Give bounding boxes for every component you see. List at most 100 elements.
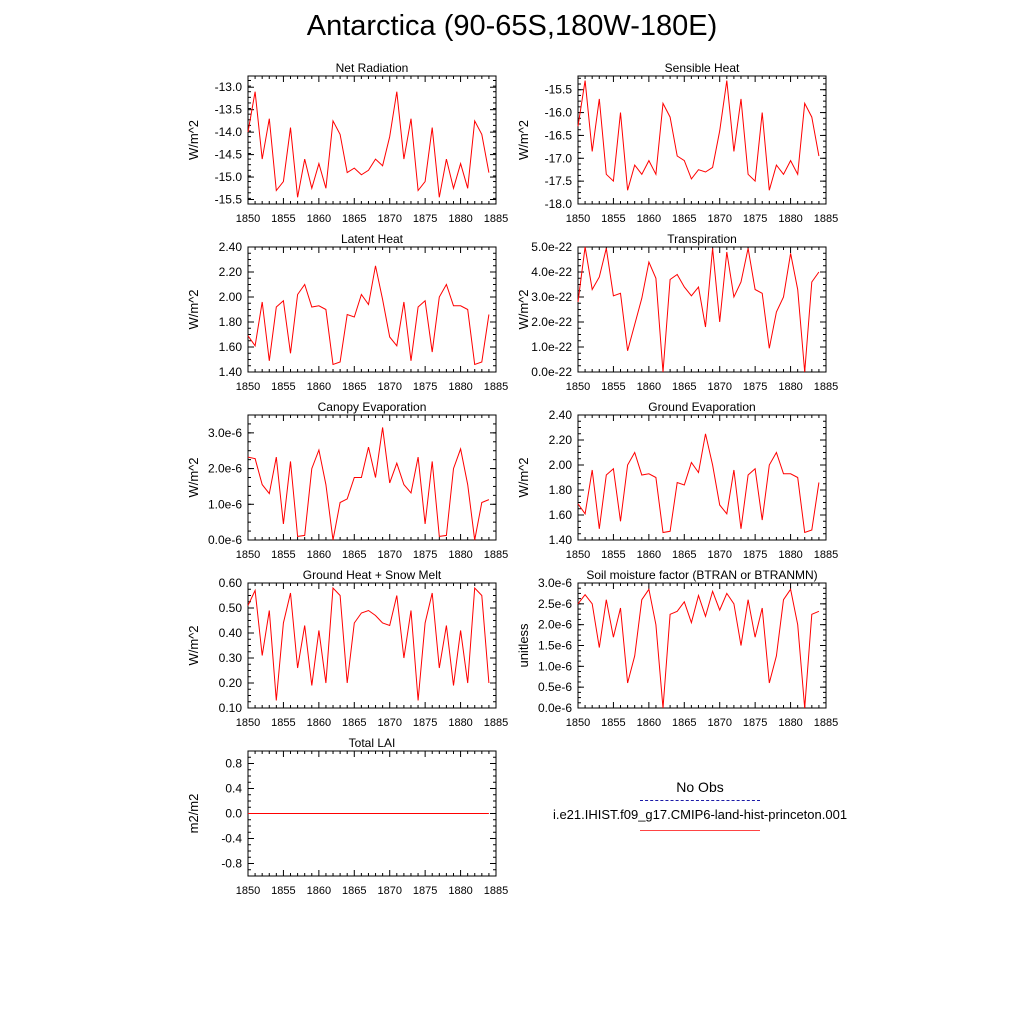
x-tick-label: 1860 [307, 213, 331, 225]
x-tick-label: 1875 [743, 213, 767, 225]
x-tick-label: 1850 [236, 381, 260, 393]
x-tick-label: 1865 [342, 381, 366, 393]
y-axis-label: m2/m2 [186, 794, 201, 834]
legend-model-label: i.e21.IHIST.f09_g17.CMIP6-land-hist-prin… [552, 807, 848, 822]
x-tick-label: 1880 [778, 381, 802, 393]
chart-title: Canopy Evaporation [318, 400, 427, 414]
x-tick-label: 1855 [601, 717, 625, 729]
y-tick-label: 2.0e-6 [538, 618, 572, 632]
y-tick-label: 0.60 [219, 576, 243, 590]
chart-title: Transpiration [667, 232, 737, 246]
x-tick-label: 1870 [377, 885, 401, 897]
y-tick-label: -18.0 [545, 197, 573, 211]
x-tick-label: 1855 [271, 885, 295, 897]
y-axis-label: W/m^2 [186, 289, 201, 329]
x-tick-label: 1860 [637, 381, 661, 393]
plot-frame [577, 75, 827, 205]
y-tick-label: -0.8 [221, 857, 242, 871]
plot-frame [247, 414, 497, 541]
x-tick-label: 1865 [342, 213, 366, 225]
x-tick-label: 1865 [672, 213, 696, 225]
y-tick-label: 2.00 [219, 290, 243, 304]
chart-title: Sensible Heat [665, 61, 740, 75]
series-line [247, 586, 490, 701]
x-tick-label: 1885 [484, 213, 508, 225]
y-axis-label: W/m^2 [186, 120, 201, 160]
x-tick-label: 1865 [672, 549, 696, 561]
y-tick-label: 0.10 [219, 701, 243, 715]
chart-panel: Soil moisture factor (BTRAN or BTRANMN) u… [516, 568, 838, 729]
y-tick-label: 0.30 [219, 651, 243, 665]
y-tick-label: 0.20 [219, 676, 243, 690]
y-tick-label: 2.40 [549, 408, 573, 422]
y-axis-label: unitless [516, 623, 531, 668]
x-tick-label: 1865 [672, 381, 696, 393]
chart-panel: Sensible Heat W/m^2 1850 1855 1860 1865 1870 18… [516, 61, 838, 225]
y-tick-label: 1.40 [549, 533, 573, 547]
plot-frame [247, 246, 497, 373]
y-tick-label: 2.00 [549, 458, 573, 472]
x-tick-label: 1865 [672, 717, 696, 729]
chart-panel: Ground Heat + Snow Melt W/m^2 1850 1855 1860… [186, 568, 508, 729]
x-tick-label: 1885 [484, 381, 508, 393]
chart-panel: Transpiration W/m^2 1850 1855 1860 1865 1870 18… [516, 232, 838, 393]
y-tick-label: 2.20 [219, 265, 243, 279]
x-tick-label: 1875 [743, 549, 767, 561]
x-tick-label: 1875 [743, 381, 767, 393]
y-axis-label: W/m^2 [186, 457, 201, 497]
y-tick-label: 0.0e-22 [531, 365, 572, 379]
legend-model-line [640, 830, 760, 831]
x-tick-label: 1850 [236, 717, 260, 729]
x-tick-label: 1870 [377, 549, 401, 561]
y-tick-label: 0.0e-6 [538, 701, 572, 715]
series-line [577, 433, 820, 534]
y-tick-label: -17.0 [545, 151, 573, 165]
y-tick-label: 1.0e-22 [531, 340, 572, 354]
legend-obs-label: No Obs [676, 779, 724, 795]
x-tick-label: 1860 [307, 549, 331, 561]
y-axis-label: W/m^2 [186, 625, 201, 665]
chart-panel: Canopy Evaporation W/m^2 1850 1855 1860 1865 1… [186, 400, 508, 561]
y-tick-label: 1.60 [219, 340, 243, 354]
x-tick-label: 1870 [377, 213, 401, 225]
series-line [577, 80, 820, 191]
x-tick-label: 1850 [236, 213, 260, 225]
y-tick-label: -13.0 [215, 80, 243, 94]
y-tick-label: 0.8 [225, 757, 242, 771]
y-tick-label: -15.5 [545, 83, 573, 97]
x-tick-label: 1880 [448, 549, 472, 561]
x-tick-label: 1870 [707, 213, 731, 225]
y-tick-label: 0.0 [225, 807, 242, 821]
y-tick-label: -15.5 [215, 193, 243, 207]
y-tick-label: 0.0e-6 [208, 533, 242, 547]
x-tick-label: 1850 [566, 381, 590, 393]
x-tick-label: 1860 [307, 717, 331, 729]
y-tick-label: 1.80 [219, 315, 243, 329]
x-tick-label: 1860 [307, 885, 331, 897]
y-tick-label: -14.5 [215, 148, 243, 162]
y-axis-label: W/m^2 [516, 289, 531, 329]
series-line [577, 588, 820, 709]
x-tick-label: 1850 [236, 549, 260, 561]
plot-frame [577, 582, 827, 709]
chart-title: Total LAI [349, 736, 396, 750]
x-tick-label: 1855 [271, 717, 295, 729]
y-tick-label: 2.5e-6 [538, 597, 572, 611]
x-tick-label: 1870 [707, 381, 731, 393]
x-tick-label: 1875 [413, 381, 437, 393]
series-line [247, 265, 490, 366]
legend-obs-line [640, 800, 760, 801]
y-tick-label: 1.60 [549, 508, 573, 522]
y-tick-label: 0.40 [219, 626, 243, 640]
x-tick-label: 1885 [484, 885, 508, 897]
x-tick-label: 1875 [413, 213, 437, 225]
x-tick-label: 1850 [566, 549, 590, 561]
x-tick-label: 1875 [413, 717, 437, 729]
y-tick-label: 2.0e-22 [531, 315, 572, 329]
x-tick-label: 1880 [448, 213, 472, 225]
x-tick-label: 1870 [707, 717, 731, 729]
y-tick-label: 4.0e-22 [531, 265, 572, 279]
chart-title: Soil moisture factor (BTRAN or BTRANMN) [586, 568, 817, 582]
x-tick-label: 1880 [778, 213, 802, 225]
